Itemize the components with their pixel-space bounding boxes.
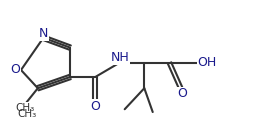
Text: CH₃: CH₃: [17, 109, 36, 119]
Text: N: N: [39, 27, 48, 40]
Text: O: O: [177, 87, 187, 100]
Text: O: O: [10, 64, 20, 76]
Text: CH₃: CH₃: [15, 103, 35, 113]
Text: O: O: [90, 100, 100, 113]
Text: OH: OH: [198, 57, 217, 69]
Text: NH: NH: [111, 51, 130, 64]
